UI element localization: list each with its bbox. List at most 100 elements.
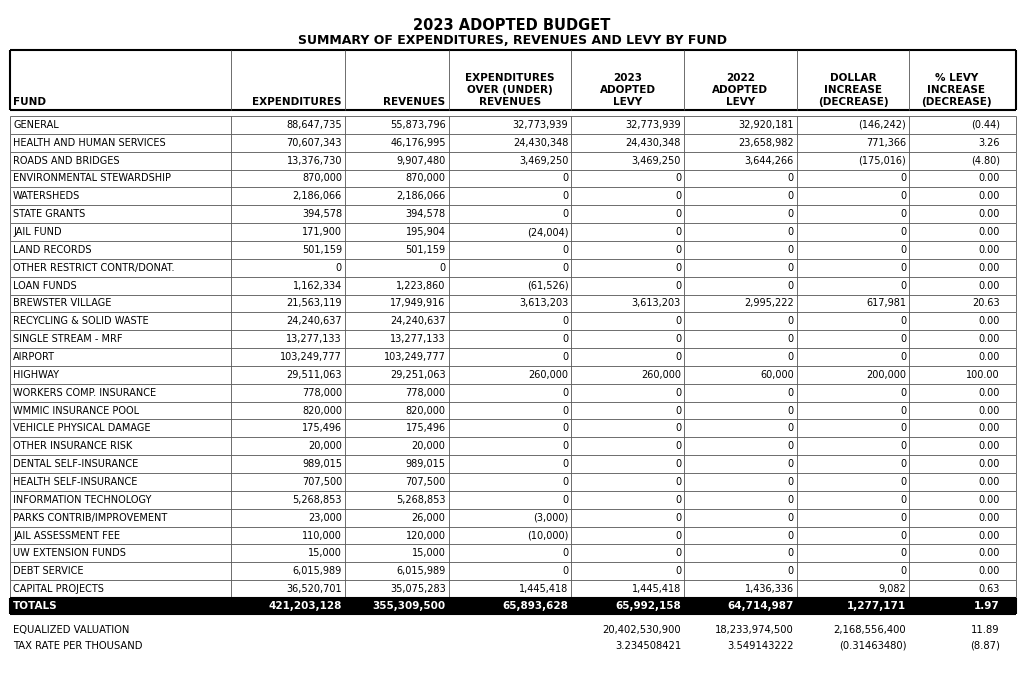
- Text: 0.00: 0.00: [979, 334, 999, 344]
- Text: 0.00: 0.00: [979, 423, 999, 433]
- Text: (0.31463480): (0.31463480): [839, 641, 906, 651]
- Text: 0: 0: [562, 316, 568, 327]
- Text: 0: 0: [900, 191, 906, 201]
- Text: 0: 0: [675, 352, 681, 362]
- Text: 2,168,556,400: 2,168,556,400: [834, 625, 906, 635]
- Text: OTHER INSURANCE RISK: OTHER INSURANCE RISK: [13, 441, 132, 452]
- Text: 0.00: 0.00: [979, 459, 999, 469]
- Text: AIRPORT: AIRPORT: [13, 352, 55, 362]
- Text: 0: 0: [787, 548, 794, 558]
- Text: 394,578: 394,578: [302, 209, 342, 219]
- Text: 0: 0: [787, 209, 794, 219]
- Text: 0.00: 0.00: [979, 245, 999, 255]
- Text: ENVIRONMENTAL STEWARDSHIP: ENVIRONMENTAL STEWARDSHIP: [13, 174, 171, 183]
- Text: DEBT SERVICE: DEBT SERVICE: [13, 566, 84, 576]
- Text: HEALTH SELF-INSURANCE: HEALTH SELF-INSURANCE: [13, 477, 137, 487]
- Text: 15,000: 15,000: [308, 548, 342, 558]
- Text: 0: 0: [900, 209, 906, 219]
- Text: 394,578: 394,578: [406, 209, 445, 219]
- Text: WORKERS COMP. INSURANCE: WORKERS COMP. INSURANCE: [13, 388, 156, 397]
- Text: 0: 0: [675, 406, 681, 416]
- Text: 195,904: 195,904: [406, 227, 445, 237]
- Text: 0: 0: [787, 352, 794, 362]
- Text: 0: 0: [900, 334, 906, 344]
- Text: 0: 0: [900, 352, 906, 362]
- Text: 0: 0: [900, 227, 906, 237]
- Text: 0: 0: [675, 477, 681, 487]
- Text: 0: 0: [900, 423, 906, 433]
- Text: 820,000: 820,000: [302, 406, 342, 416]
- Text: WATERSHEDS: WATERSHEDS: [13, 191, 80, 201]
- Text: 0: 0: [562, 495, 568, 505]
- Text: 0: 0: [787, 227, 794, 237]
- Text: 11.89: 11.89: [972, 625, 999, 635]
- Text: 13,277,133: 13,277,133: [287, 334, 342, 344]
- Text: 0: 0: [787, 245, 794, 255]
- Text: 0.00: 0.00: [979, 477, 999, 487]
- Text: FUND: FUND: [13, 97, 46, 107]
- Text: 0: 0: [900, 316, 906, 327]
- Text: 0.00: 0.00: [979, 263, 999, 272]
- Text: 65,992,158: 65,992,158: [615, 601, 681, 611]
- Text: 100.00: 100.00: [967, 370, 999, 380]
- Text: 0: 0: [562, 406, 568, 416]
- Text: 0: 0: [900, 406, 906, 416]
- Text: 175,496: 175,496: [302, 423, 342, 433]
- Text: 0: 0: [562, 174, 568, 183]
- Text: 0: 0: [787, 281, 794, 291]
- Text: 46,176,995: 46,176,995: [390, 138, 445, 148]
- Text: 0.00: 0.00: [979, 495, 999, 505]
- Text: 0: 0: [562, 334, 568, 344]
- Text: 0: 0: [787, 406, 794, 416]
- Text: 0: 0: [562, 548, 568, 558]
- Text: (61,526): (61,526): [526, 281, 568, 291]
- Text: 1,223,860: 1,223,860: [396, 281, 445, 291]
- Text: ROADS AND BRIDGES: ROADS AND BRIDGES: [13, 155, 120, 166]
- Text: 0: 0: [900, 263, 906, 272]
- Text: PARKS CONTRIB/IMPROVEMENT: PARKS CONTRIB/IMPROVEMENT: [13, 512, 167, 523]
- Text: VEHICLE PHYSICAL DAMAGE: VEHICLE PHYSICAL DAMAGE: [13, 423, 151, 433]
- Text: 707,500: 707,500: [302, 477, 342, 487]
- Text: 820,000: 820,000: [406, 406, 445, 416]
- Text: 0: 0: [562, 388, 568, 397]
- Text: 617,981: 617,981: [866, 298, 906, 308]
- Text: 3,613,203: 3,613,203: [632, 298, 681, 308]
- Text: 70,607,343: 70,607,343: [287, 138, 342, 148]
- Text: 0.00: 0.00: [979, 566, 999, 576]
- Text: 0: 0: [787, 477, 794, 487]
- Text: 0: 0: [787, 316, 794, 327]
- Text: 3,469,250: 3,469,250: [519, 155, 568, 166]
- Text: 1.97: 1.97: [974, 601, 999, 611]
- Text: REVENUES: REVENUES: [384, 97, 445, 107]
- Text: 21,563,119: 21,563,119: [287, 298, 342, 308]
- Text: (0.44): (0.44): [971, 120, 999, 130]
- Text: (3,000): (3,000): [534, 512, 568, 523]
- Text: 29,511,063: 29,511,063: [287, 370, 342, 380]
- Text: 870,000: 870,000: [406, 174, 445, 183]
- Text: 20,000: 20,000: [308, 441, 342, 452]
- Text: 5,268,853: 5,268,853: [293, 495, 342, 505]
- Text: 0.00: 0.00: [979, 352, 999, 362]
- Text: 1,436,336: 1,436,336: [744, 584, 794, 594]
- Text: 13,277,133: 13,277,133: [390, 334, 445, 344]
- Text: 35,075,283: 35,075,283: [390, 584, 445, 594]
- Text: 2022
ADOPTED
LEVY: 2022 ADOPTED LEVY: [713, 73, 768, 107]
- Text: 0: 0: [675, 191, 681, 201]
- Text: DOLLAR
INCREASE
(DECREASE): DOLLAR INCREASE (DECREASE): [818, 73, 889, 107]
- Text: 6,015,989: 6,015,989: [293, 566, 342, 576]
- Text: 501,159: 501,159: [406, 245, 445, 255]
- Text: 88,647,735: 88,647,735: [287, 120, 342, 130]
- Text: 355,309,500: 355,309,500: [373, 601, 445, 611]
- Text: 24,430,348: 24,430,348: [513, 138, 568, 148]
- Text: 771,366: 771,366: [866, 138, 906, 148]
- Text: 0: 0: [675, 495, 681, 505]
- Text: 0: 0: [675, 227, 681, 237]
- Text: 2023 ADOPTED BUDGET: 2023 ADOPTED BUDGET: [414, 18, 610, 33]
- Text: 24,240,637: 24,240,637: [287, 316, 342, 327]
- Text: JAIL FUND: JAIL FUND: [13, 227, 61, 237]
- Text: 0: 0: [675, 174, 681, 183]
- Text: TOTALS: TOTALS: [13, 601, 57, 611]
- Text: 0: 0: [562, 191, 568, 201]
- Text: 2,186,066: 2,186,066: [396, 191, 445, 201]
- Text: 0: 0: [562, 263, 568, 272]
